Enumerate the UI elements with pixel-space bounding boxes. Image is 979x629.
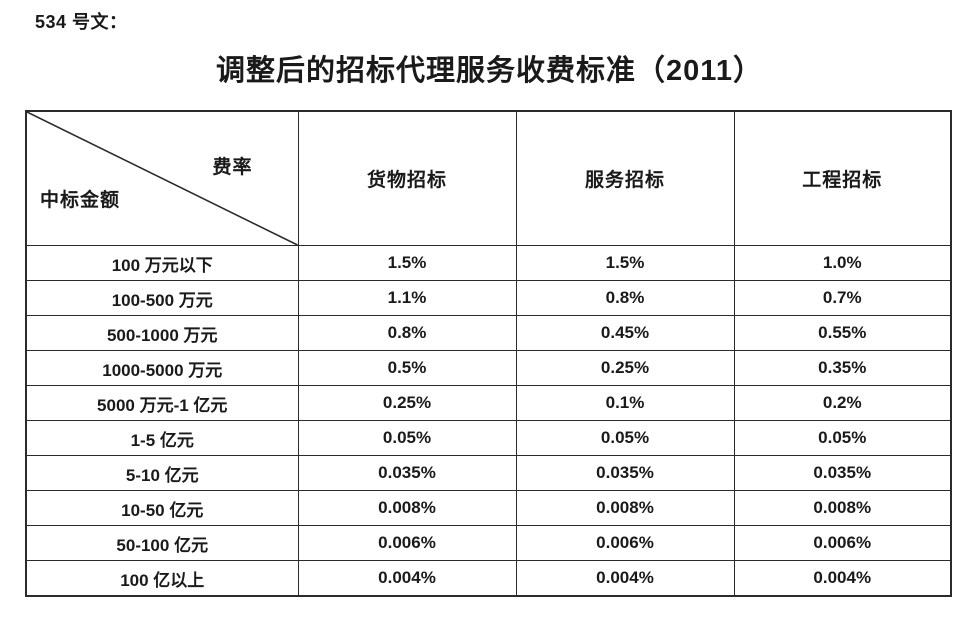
rate-services: 0.05% [515, 420, 735, 456]
row-label: 10-50 亿元 [25, 490, 299, 526]
corner-header-cell: 费率 中标金额 [25, 110, 299, 246]
table-row: 50-100 亿元 0.006% 0.006% 0.006% [25, 525, 952, 561]
rate-engineering: 0.05% [733, 420, 952, 456]
corner-label-fee-rate: 费率 [212, 157, 253, 178]
row-label: 5000 万元-1 亿元 [25, 385, 299, 421]
rate-engineering: 0.2% [733, 385, 952, 421]
rate-engineering: 0.008% [733, 490, 952, 526]
table-row: 5000 万元-1 亿元 0.25% 0.1% 0.2% [25, 385, 952, 421]
rate-services: 1.5% [515, 245, 735, 281]
column-header-services: 服务招标 [515, 110, 735, 246]
rate-services: 0.006% [515, 525, 735, 561]
page-title: 调整后的招标代理服务收费标准（2011） [216, 55, 763, 87]
table-row: 10-50 亿元 0.008% 0.008% 0.008% [25, 490, 952, 526]
table-row: 1000-5000 万元 0.5% 0.25% 0.35% [25, 350, 952, 386]
rate-engineering: 1.0% [733, 245, 952, 281]
table-row: 100 亿以上 0.004% 0.004% 0.004% [25, 560, 952, 597]
diagonal-divider-line [27, 112, 298, 245]
table-row: 1-5 亿元 0.05% 0.05% 0.05% [25, 420, 952, 456]
row-label: 100 亿以上 [25, 560, 299, 597]
rate-goods: 0.004% [297, 560, 517, 597]
doc-number-label: 534 号文： [35, 12, 128, 32]
rate-goods: 0.035% [297, 455, 517, 491]
rate-services: 0.45% [515, 315, 735, 351]
table-row: 5-10 亿元 0.035% 0.035% 0.035% [25, 455, 952, 491]
rate-engineering: 0.35% [733, 350, 952, 386]
rate-goods: 0.008% [297, 490, 517, 526]
row-label: 500-1000 万元 [25, 315, 299, 351]
rate-engineering: 0.006% [733, 525, 952, 561]
table-body: 100 万元以下 1.5% 1.5% 1.0% 100-500 万元 1.1% … [25, 245, 952, 597]
rate-goods: 0.25% [297, 385, 517, 421]
row-label: 100 万元以下 [25, 245, 299, 281]
rate-services: 0.004% [515, 560, 735, 597]
rate-services: 0.035% [515, 455, 735, 491]
corner-label-bid-amount: 中标金额 [40, 190, 121, 211]
table-row: 500-1000 万元 0.8% 0.45% 0.55% [25, 315, 952, 351]
diagonal-corner-cell: 费率 中标金额 [27, 112, 298, 245]
column-header-goods: 货物招标 [297, 110, 517, 246]
table-row: 100 万元以下 1.5% 1.5% 1.0% [25, 245, 952, 281]
rate-goods: 0.05% [297, 420, 517, 456]
fee-rate-table: 费率 中标金额 货物招标 服务招标 工程招标 100 万元以下 1.5% 1.5… [25, 110, 952, 597]
rate-goods: 1.5% [297, 245, 517, 281]
row-label: 1000-5000 万元 [25, 350, 299, 386]
column-header-engineering: 工程招标 [733, 110, 952, 246]
row-label: 5-10 亿元 [25, 455, 299, 491]
row-label: 50-100 亿元 [25, 525, 299, 561]
rate-goods: 0.006% [297, 525, 517, 561]
rate-engineering: 0.7% [733, 280, 952, 316]
rate-engineering: 0.035% [733, 455, 952, 491]
table-row: 100-500 万元 1.1% 0.8% 0.7% [25, 280, 952, 316]
rate-engineering: 0.55% [733, 315, 952, 351]
rate-services: 0.008% [515, 490, 735, 526]
header-row: 费率 中标金额 货物招标 服务招标 工程招标 [25, 110, 952, 246]
row-label: 100-500 万元 [25, 280, 299, 316]
rate-services: 0.25% [515, 350, 735, 386]
rate-goods: 1.1% [297, 280, 517, 316]
rate-engineering: 0.004% [733, 560, 952, 597]
rate-services: 0.8% [515, 280, 735, 316]
rate-goods: 0.8% [297, 315, 517, 351]
table-header: 费率 中标金额 货物招标 服务招标 工程招标 [25, 110, 952, 246]
rate-services: 0.1% [515, 385, 735, 421]
row-label: 1-5 亿元 [25, 420, 299, 456]
rate-goods: 0.5% [297, 350, 517, 386]
